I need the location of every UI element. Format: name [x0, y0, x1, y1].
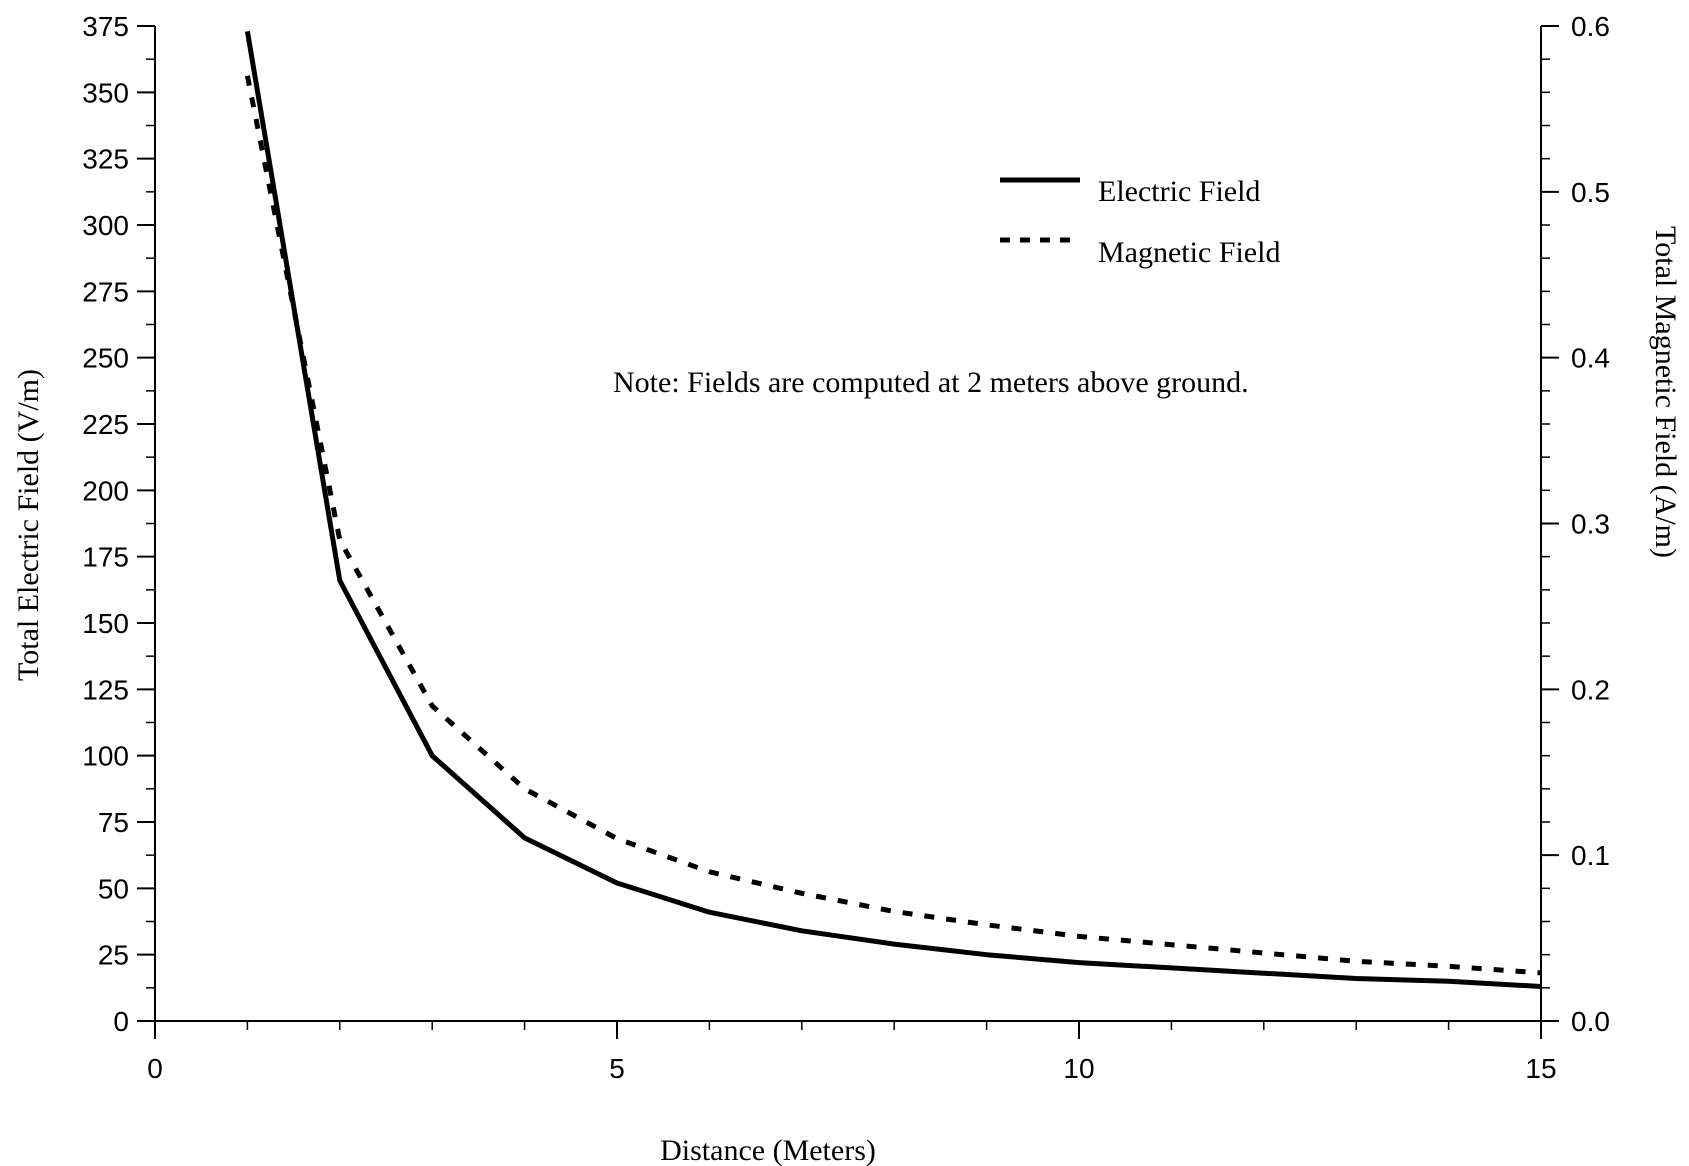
y-tick-label: 300	[82, 210, 129, 241]
axes: 0255075100125150175200225250275300325350…	[82, 11, 1610, 1084]
y-axis-title: Total Electric Field (V/m)	[12, 369, 45, 681]
y-tick-label: 0	[113, 1006, 129, 1037]
y2-axis-title: Total Magnetic Field (A/m)	[1649, 226, 1682, 558]
y-tick-label: 25	[98, 940, 129, 971]
y-tick-label: 225	[82, 409, 129, 440]
y-tick-label: 275	[82, 276, 129, 307]
y-tick-label: 50	[98, 873, 129, 904]
x-tick-label: 15	[1525, 1053, 1556, 1084]
chart-annotation: Note: Fields are computed at 2 meters ab…	[613, 366, 1249, 399]
y-tick-label: 175	[82, 542, 129, 573]
series-line-electric-field	[244, 30, 1542, 989]
y-tick-label: 200	[82, 475, 129, 506]
y-tick-label: 250	[82, 343, 129, 374]
x-axis-title: Distance (Meters)	[660, 1134, 876, 1166]
x-tick-label: 5	[609, 1053, 625, 1084]
y2-tick-label: 0.2	[1571, 674, 1610, 705]
y-tick-label: 375	[82, 11, 129, 42]
y-tick-label: 100	[82, 741, 129, 772]
x-tick-label: 0	[147, 1053, 163, 1084]
y-tick-label: 350	[82, 77, 129, 108]
x-tick-label: 10	[1063, 1053, 1094, 1084]
series-line-magnetic-field	[244, 75, 1542, 976]
y2-tick-label: 0.0	[1571, 1006, 1610, 1037]
y-tick-label: 125	[82, 674, 129, 705]
y-tick-label: 150	[82, 608, 129, 639]
y2-tick-label: 0.1	[1571, 840, 1610, 871]
y2-tick-label: 0.3	[1571, 509, 1610, 540]
y-tick-label: 75	[98, 807, 129, 838]
series-layer	[244, 30, 1542, 989]
legend: Electric Field Magnetic Field	[1000, 175, 1280, 269]
y-tick-label: 325	[82, 144, 129, 175]
y2-tick-label: 0.5	[1571, 177, 1610, 208]
legend-label-electric: Electric Field	[1098, 175, 1260, 208]
legend-label-magnetic: Magnetic Field	[1098, 236, 1280, 269]
y2-tick-label: 0.4	[1571, 343, 1610, 374]
y2-tick-label: 0.6	[1571, 11, 1610, 42]
